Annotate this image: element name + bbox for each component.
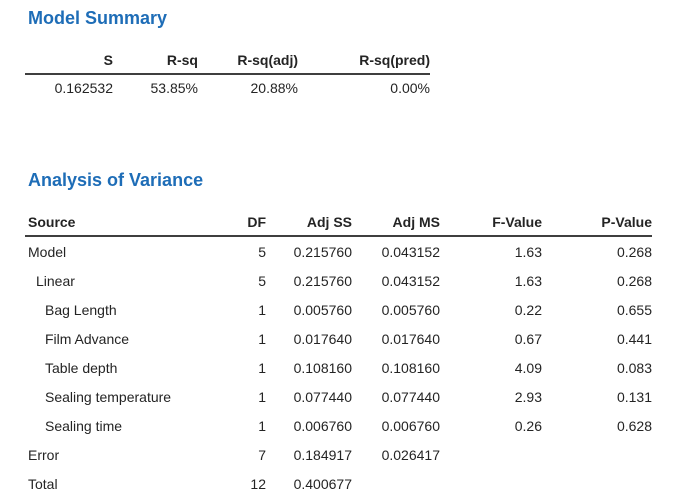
source-cell: Total xyxy=(28,475,58,492)
df-cell: 5 xyxy=(258,272,266,289)
source-cell: Error xyxy=(28,446,60,463)
table-row-total: Total 12 0.400677 xyxy=(25,469,652,498)
df-cell: 5 xyxy=(258,243,266,260)
source-cell: Bag Length xyxy=(45,301,117,318)
table-row-model: Model 5 0.215760 0.043152 1.63 0.268 xyxy=(25,236,652,266)
source-cell: Model xyxy=(28,243,67,260)
adj-ms-cell: 0.043152 xyxy=(381,272,440,289)
value-s: 0.162532 xyxy=(54,80,113,96)
f-value-cell: 0.22 xyxy=(514,301,542,318)
f-value-cell: 1.63 xyxy=(514,243,542,260)
df-cell: 12 xyxy=(250,475,266,492)
df-cell: 1 xyxy=(258,388,266,405)
source-cell: Linear xyxy=(36,272,75,289)
df-cell: 1 xyxy=(258,359,266,376)
f-value-cell: 1.63 xyxy=(514,272,542,289)
f-value-cell: 4.09 xyxy=(514,359,542,376)
adj-ss-cell: 0.108160 xyxy=(293,359,352,376)
value-rsq-pred: 0.00% xyxy=(390,80,430,96)
column-header-df: DF xyxy=(215,212,266,237)
model-summary-values-row: 0.162532 53.85% 20.88% 0.00% xyxy=(25,74,430,101)
adj-ms-cell: 0.006760 xyxy=(381,417,440,434)
source-cell: Film Advance xyxy=(45,330,130,347)
f-value-cell: 2.93 xyxy=(514,388,542,405)
adj-ss-cell: 0.017640 xyxy=(293,330,352,347)
p-value-cell xyxy=(542,469,652,498)
adj-ms-cell: 0.017640 xyxy=(381,330,440,347)
column-header-source: Source xyxy=(25,212,215,237)
column-header-adj-ss: Adj SS xyxy=(266,212,352,237)
df-cell: 1 xyxy=(258,417,266,434)
p-value-cell: 0.628 xyxy=(616,417,652,434)
df-cell: 1 xyxy=(258,330,266,347)
table-row-linear: Linear 5 0.215760 0.043152 1.63 0.268 xyxy=(25,266,652,295)
source-cell: Sealing time xyxy=(45,417,123,434)
adj-ms-cell: 0.077440 xyxy=(381,388,440,405)
source-cell: Table depth xyxy=(45,359,118,376)
source-cell: Sealing temperature xyxy=(45,388,172,405)
column-header-rsq-pred: R-sq(pred) xyxy=(298,50,430,75)
adj-ss-cell: 0.005760 xyxy=(293,301,352,318)
adj-ss-cell: 0.215760 xyxy=(293,272,352,289)
f-value-cell xyxy=(440,469,542,498)
table-row-sealing-time: Sealing time 1 0.006760 0.006760 0.26 0.… xyxy=(25,411,652,440)
table-row-error: Error 7 0.184917 0.026417 xyxy=(25,440,652,469)
column-header-rsq-adj: R-sq(adj) xyxy=(198,50,298,75)
adj-ms-cell xyxy=(352,469,440,498)
model-summary-table: S R-sq R-sq(adj) R-sq(pred) 0.162532 53.… xyxy=(25,50,430,101)
column-header-s: S xyxy=(25,50,113,75)
anova-title: Analysis of Variance xyxy=(28,170,204,190)
column-header-rsq: R-sq xyxy=(113,50,198,75)
adj-ms-cell: 0.043152 xyxy=(381,243,440,260)
model-summary-header-row: S R-sq R-sq(adj) R-sq(pred) xyxy=(25,50,430,75)
model-summary-title: Model Summary xyxy=(28,8,168,28)
column-header-p-value: P-Value xyxy=(542,212,652,237)
table-row-sealing-temperature: Sealing temperature 1 0.077440 0.077440 … xyxy=(25,382,652,411)
table-row-film-advance: Film Advance 1 0.017640 0.017640 0.67 0.… xyxy=(25,324,652,353)
column-header-f-value: F-Value xyxy=(440,212,542,237)
p-value-cell: 0.131 xyxy=(616,388,652,405)
adj-ms-cell: 0.005760 xyxy=(381,301,440,318)
f-value-cell: 0.67 xyxy=(514,330,542,347)
adj-ms-cell: 0.026417 xyxy=(381,446,440,463)
p-value-cell: 0.268 xyxy=(616,272,652,289)
table-row-bag-length: Bag Length 1 0.005760 0.005760 0.22 0.65… xyxy=(25,295,652,324)
p-value-cell: 0.083 xyxy=(616,359,652,376)
anova-table: Source DF Adj SS Adj MS F-Value P-Value … xyxy=(25,212,652,498)
value-rsq: 53.85% xyxy=(150,80,198,96)
column-header-adj-ms: Adj MS xyxy=(352,212,440,237)
adj-ss-cell: 0.077440 xyxy=(293,388,352,405)
adj-ss-cell: 0.215760 xyxy=(293,243,352,260)
adj-ss-cell: 0.006760 xyxy=(293,417,352,434)
adj-ss-cell: 0.400677 xyxy=(293,475,352,492)
df-cell: 1 xyxy=(258,301,266,318)
anova-header-row: Source DF Adj SS Adj MS F-Value P-Value xyxy=(25,212,652,237)
p-value-cell xyxy=(542,440,652,469)
table-row-table-depth: Table depth 1 0.108160 0.108160 4.09 0.0… xyxy=(25,353,652,382)
f-value-cell xyxy=(440,440,542,469)
adj-ss-cell: 0.184917 xyxy=(293,446,352,463)
adj-ms-cell: 0.108160 xyxy=(381,359,440,376)
df-cell: 7 xyxy=(258,446,266,463)
f-value-cell: 0.26 xyxy=(514,417,542,434)
p-value-cell: 0.268 xyxy=(616,243,652,260)
p-value-cell: 0.441 xyxy=(616,330,652,347)
value-rsq-adj: 20.88% xyxy=(250,80,298,96)
p-value-cell: 0.655 xyxy=(616,301,652,318)
